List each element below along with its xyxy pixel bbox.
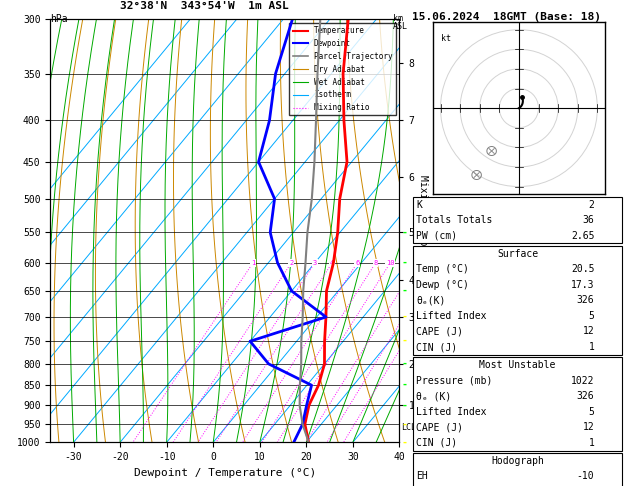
- Text: Surface: Surface: [497, 249, 538, 259]
- Text: -: -: [403, 419, 406, 429]
- Text: 6: 6: [355, 260, 359, 266]
- Text: 5: 5: [589, 311, 594, 321]
- Text: Hodograph: Hodograph: [491, 456, 544, 466]
- Text: K: K: [416, 200, 422, 209]
- Y-axis label: Mixing Ratio (g/kg): Mixing Ratio (g/kg): [418, 175, 428, 287]
- Text: 1022: 1022: [571, 376, 594, 385]
- Text: ⨂: ⨂: [470, 170, 481, 180]
- Legend: Temperature, Dewpoint, Parcel Trajectory, Dry Adiabat, Wet Adiabat, Isotherm, Mi: Temperature, Dewpoint, Parcel Trajectory…: [289, 23, 396, 115]
- Text: km: km: [393, 14, 403, 23]
- Text: -: -: [403, 380, 406, 390]
- Text: CIN (J): CIN (J): [416, 438, 457, 448]
- Text: 32°38'N  343°54'W  1m ASL: 32°38'N 343°54'W 1m ASL: [120, 1, 288, 11]
- Text: Pressure (mb): Pressure (mb): [416, 376, 493, 385]
- Text: 12: 12: [582, 422, 594, 432]
- Text: -: -: [403, 258, 406, 268]
- Text: Most Unstable: Most Unstable: [479, 360, 556, 370]
- Text: -10: -10: [577, 471, 594, 481]
- Text: 1: 1: [589, 438, 594, 448]
- Text: LCL: LCL: [401, 423, 416, 433]
- Text: CAPE (J): CAPE (J): [416, 422, 464, 432]
- Text: © weatheronline.co.uk: © weatheronline.co.uk: [465, 471, 570, 480]
- Text: CAPE (J): CAPE (J): [416, 327, 464, 336]
- Text: Lifted Index: Lifted Index: [416, 311, 487, 321]
- Text: θₑ(K): θₑ(K): [416, 295, 446, 305]
- Text: 36: 36: [582, 215, 594, 225]
- Text: 2: 2: [289, 260, 293, 266]
- Text: ASL: ASL: [393, 22, 408, 31]
- Text: 326: 326: [577, 391, 594, 401]
- Text: 4: 4: [330, 260, 334, 266]
- Text: -: -: [403, 312, 406, 322]
- Text: -: -: [403, 437, 406, 447]
- Text: 326: 326: [577, 295, 594, 305]
- Text: -: -: [403, 286, 406, 296]
- Text: Dewp (°C): Dewp (°C): [416, 280, 469, 290]
- Text: 17.3: 17.3: [571, 280, 594, 290]
- X-axis label: Dewpoint / Temperature (°C): Dewpoint / Temperature (°C): [134, 468, 316, 478]
- Text: 3: 3: [313, 260, 317, 266]
- Text: 5: 5: [589, 407, 594, 417]
- Text: ⨂: ⨂: [486, 146, 497, 156]
- Text: θₑ (K): θₑ (K): [416, 391, 452, 401]
- Text: EH: EH: [416, 471, 428, 481]
- Text: -: -: [403, 227, 406, 237]
- Text: 10: 10: [386, 260, 394, 266]
- Text: -: -: [403, 359, 406, 369]
- Text: 1: 1: [251, 260, 255, 266]
- Text: PW (cm): PW (cm): [416, 231, 457, 241]
- Text: 20.5: 20.5: [571, 264, 594, 274]
- Text: kt: kt: [440, 34, 450, 43]
- Text: Temp (°C): Temp (°C): [416, 264, 469, 274]
- Text: hPa: hPa: [50, 14, 68, 24]
- Text: 15.06.2024  18GMT (Base: 18): 15.06.2024 18GMT (Base: 18): [412, 12, 601, 22]
- Text: 8: 8: [374, 260, 378, 266]
- Text: Lifted Index: Lifted Index: [416, 407, 487, 417]
- Text: -: -: [403, 336, 406, 346]
- Text: Totals Totals: Totals Totals: [416, 215, 493, 225]
- Text: -: -: [403, 400, 406, 410]
- Text: 2: 2: [589, 200, 594, 209]
- Text: 2.65: 2.65: [571, 231, 594, 241]
- Text: 12: 12: [582, 327, 594, 336]
- Text: CIN (J): CIN (J): [416, 342, 457, 352]
- Text: 1: 1: [589, 342, 594, 352]
